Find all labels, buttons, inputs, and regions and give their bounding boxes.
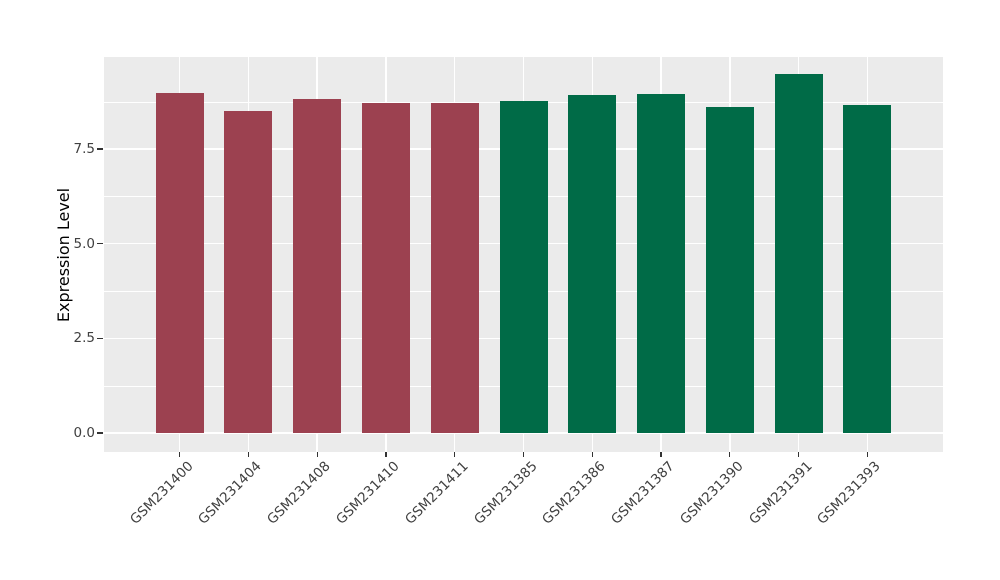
y-tick-mark [97, 148, 103, 150]
bar [224, 110, 273, 433]
bar [361, 103, 410, 433]
y-tick-label: 2.5 [73, 330, 95, 347]
x-tick-mark [866, 452, 868, 457]
bar [568, 94, 617, 433]
x-tick-mark [660, 452, 662, 457]
bar [774, 74, 823, 433]
y-axis-title: Expression Level [54, 187, 73, 323]
bar [155, 92, 204, 433]
x-tick-mark [797, 452, 800, 457]
plot-panel [104, 57, 943, 452]
bar [499, 100, 548, 433]
y-tick-label: 0.0 [73, 425, 95, 441]
x-tick-mark [454, 452, 456, 457]
y-tick-mark [97, 337, 103, 339]
x-tick-mark [385, 452, 387, 457]
bar [843, 105, 892, 433]
bar [705, 106, 754, 433]
y-tick-label: 7.5 [73, 140, 95, 157]
y-tick-mark [97, 432, 103, 434]
y-tick-label: 5.0 [73, 235, 95, 252]
x-tick-mark [729, 452, 731, 457]
x-tick-mark [316, 452, 318, 457]
bar [430, 103, 479, 433]
x-tick-mark [178, 452, 181, 457]
y-tick-mark [97, 243, 103, 245]
x-tick-mark [591, 452, 593, 457]
x-tick-mark [247, 452, 250, 457]
bar [293, 99, 342, 433]
bar [637, 94, 686, 433]
x-tick-mark [522, 452, 525, 457]
